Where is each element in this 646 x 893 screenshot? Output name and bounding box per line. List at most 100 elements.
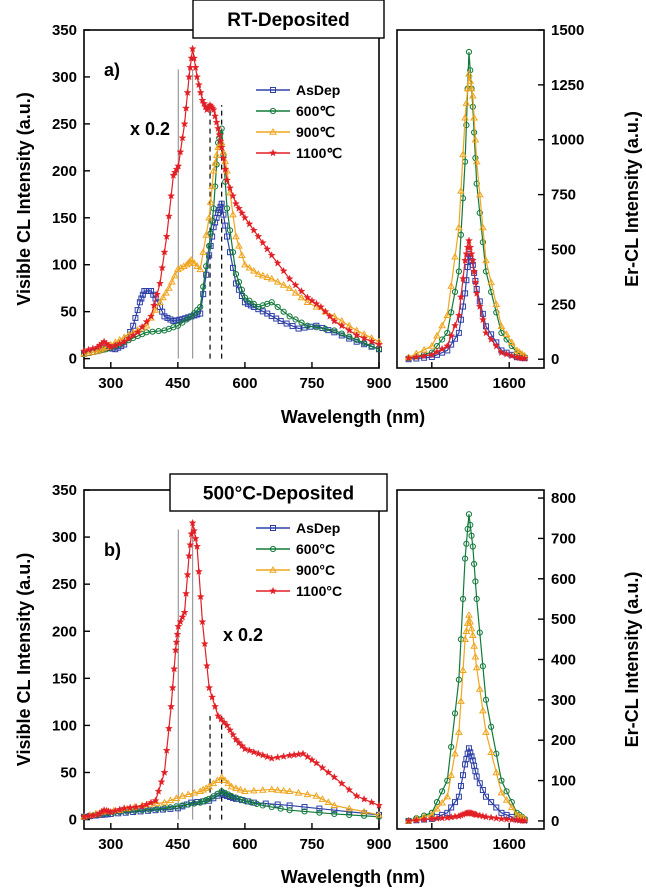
- er-marker-a-3: [404, 353, 413, 362]
- visible-ytick-label-b: 100: [52, 717, 77, 734]
- visible-marker-a-2: [279, 281, 288, 288]
- er-marker-a-1: [439, 336, 446, 343]
- er-marker-b-3: [420, 815, 429, 823]
- legend-label-a-2: 900℃: [296, 124, 335, 140]
- er-marker-a-2: [497, 322, 506, 329]
- visible-marker-a-3: [325, 312, 334, 320]
- visible-marker-b-3: [194, 567, 203, 575]
- visible-marker-a-1: [375, 346, 383, 353]
- er-ytick-label-a: 1250: [551, 77, 584, 94]
- visible-marker-b-3: [330, 773, 339, 781]
- visible-marker-b-2: [285, 787, 294, 795]
- visible-marker-a-1: [155, 327, 162, 335]
- visible-marker-a-3: [216, 136, 225, 145]
- er-xtick-label-b: 1600: [492, 836, 525, 853]
- visible-marker-b-0: [145, 807, 152, 814]
- visible-marker-a-2: [209, 166, 218, 174]
- visible-marker-a-3: [190, 54, 199, 62]
- visible-marker-a-1: [197, 303, 204, 311]
- visible-marker-a-0: [216, 206, 223, 213]
- visible-marker-a-3: [267, 251, 276, 259]
- visible-marker-a-0: [130, 322, 137, 329]
- visible-marker-a-0: [206, 252, 213, 259]
- er-ytick-label-a: 500: [551, 241, 576, 258]
- visible-marker-b-3: [126, 803, 135, 812]
- er-marker-a-1: [476, 209, 483, 217]
- visible-marker-b-0: [159, 806, 166, 813]
- er-marker-a-2: [487, 278, 495, 286]
- er-marker-b-0: [479, 786, 486, 793]
- visible-marker-a-2: [159, 293, 167, 301]
- visible-marker-b-3: [191, 534, 200, 543]
- visible-marker-a-1: [232, 271, 240, 278]
- visible-marker-a-1: [174, 322, 181, 329]
- visible-ytick-label-a: 150: [52, 210, 77, 227]
- er-marker-a-3: [443, 341, 452, 350]
- visible-marker-b-3: [229, 730, 237, 739]
- visible-marker-a-0: [224, 233, 231, 240]
- er-marker-a-0: [457, 316, 464, 323]
- er-marker-a-2: [461, 113, 469, 121]
- er-marker-a-3: [420, 351, 429, 360]
- visible-marker-a-2: [171, 271, 179, 279]
- er-marker-b-0: [468, 753, 475, 760]
- visible-marker-a-3: [249, 226, 258, 234]
- visible-marker-a-3: [212, 118, 221, 126]
- er-ytick-label-b: 600: [551, 571, 576, 588]
- er-marker-a-1: [471, 129, 478, 136]
- visible-marker-a-3: [285, 274, 294, 283]
- er-marker-b-2: [438, 798, 446, 806]
- er-marker-b-2: [479, 706, 487, 714]
- er-ytick-label-a: 1500: [551, 22, 584, 39]
- er-marker-b-2: [471, 652, 480, 660]
- er-marker-b-1: [473, 595, 480, 603]
- visible-ytick-label-b: 150: [52, 670, 77, 687]
- visible-marker-a-1: [292, 316, 299, 323]
- visible-marker-b-3: [307, 755, 316, 764]
- visible-marker-a-3: [219, 154, 228, 162]
- visible-marker-a-0: [200, 291, 207, 298]
- visible-marker-a-2: [254, 270, 263, 277]
- visible-marker-a-3: [240, 213, 249, 222]
- visible-marker-a-2: [182, 260, 191, 268]
- visible-marker-a-2: [165, 284, 173, 291]
- visible-marker-b-3: [240, 744, 249, 753]
- visible-marker-a-3: [167, 191, 176, 200]
- visible-marker-a-1: [223, 205, 231, 212]
- visible-marker-b-3: [162, 746, 171, 754]
- visible-marker-b-1: [286, 807, 293, 814]
- visible-marker-a-1: [209, 217, 216, 225]
- visible-marker-b-3: [223, 721, 232, 729]
- visible-marker-a-3: [221, 165, 230, 173]
- er-marker-a-2: [463, 84, 472, 92]
- visible-marker-a-2: [212, 151, 221, 158]
- visible-marker-a-2: [187, 256, 196, 263]
- visible-marker-b-0: [346, 808, 353, 815]
- visible-marker-b-3: [263, 752, 272, 761]
- visible-ylabel-b: Visible CL Intensity (a.u.): [14, 553, 34, 766]
- visible-marker-a-1: [250, 300, 257, 307]
- visible-ytick-label-b: 250: [52, 576, 77, 593]
- er-marker-a-3: [456, 292, 465, 301]
- visible-marker-b-2: [172, 794, 181, 801]
- xlabel-b: Wavelength (nm): [281, 867, 425, 887]
- title-box-a: [192, 0, 385, 39]
- visible-marker-a-2: [162, 288, 170, 296]
- er-marker-a-2: [433, 331, 441, 339]
- visible-line-b-1: [83, 790, 380, 818]
- visible-marker-a-1: [241, 294, 249, 301]
- visible-marker-a-2: [202, 230, 211, 238]
- visible-marker-b-1: [247, 799, 254, 806]
- scale-annotation-b: x 0.2: [223, 625, 263, 645]
- visible-marker-b-3: [132, 802, 141, 811]
- er-line-b-2: [408, 614, 525, 822]
- visible-marker-b-3: [173, 630, 182, 638]
- scale-annotation-a: x 0.2: [130, 119, 170, 139]
- er-ytick-label-b: 0: [551, 813, 559, 830]
- visible-marker-b-3: [171, 645, 180, 654]
- visible-ytick-label-a: 100: [52, 257, 77, 274]
- visible-marker-a-2: [241, 260, 249, 268]
- er-xtick-label-a: 1500: [415, 375, 448, 392]
- visible-marker-a-3: [182, 104, 191, 112]
